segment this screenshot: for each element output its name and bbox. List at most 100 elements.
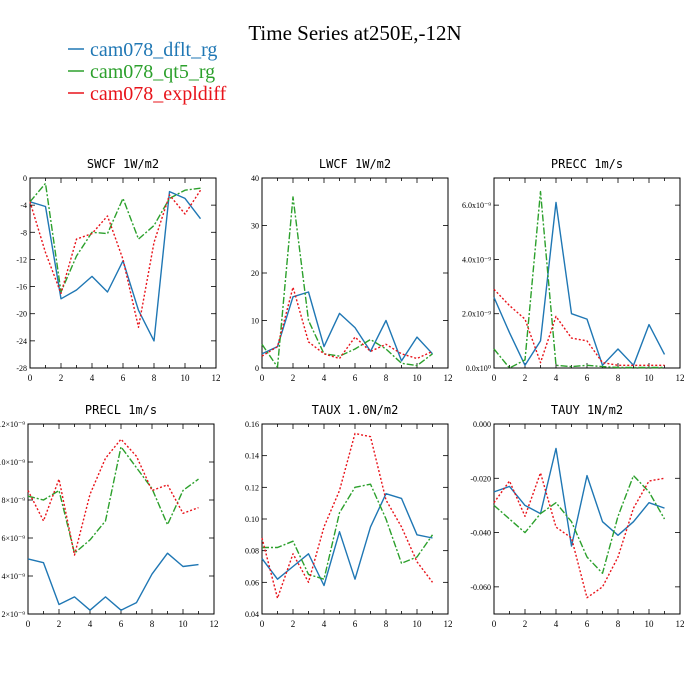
chart-panel: TAUY 1N/m2 0 2 4 6 8 10 12 0.000 -0.020 -0.040 -0.0… [470,403,684,629]
y-tick-label: 0.12 [245,483,259,492]
x-tick-label: 4 [554,619,559,629]
panel-title: TAUY 1N/m2 [551,403,623,417]
x-tick-label: 6 [121,373,126,383]
y-tick-label: 30 [251,222,259,231]
series-line [29,190,202,342]
series-line [493,201,666,366]
x-tick-label: 12 [444,373,453,383]
series-line [29,182,201,293]
y-tick-label: -8 [20,228,27,237]
x-tick-label: 2 [523,373,528,383]
y-tick-label: -20 [16,310,27,319]
y-tick-label: -28 [16,364,27,373]
series-line [262,483,434,580]
x-tick-label: 10 [413,619,423,629]
y-tick-label: 0 [23,174,27,183]
series-line [261,196,433,368]
series-line [493,474,666,574]
x-tick-label: 4 [322,619,327,629]
y-tick-label: 8×10⁻⁹ [1,496,25,505]
x-tick-label: 4 [90,373,95,383]
y-tick-label: 6.0x10⁻⁹ [462,201,491,210]
x-tick-label: 0 [492,619,497,629]
series-line [261,291,434,362]
x-tick-label: 0 [26,619,31,629]
legend: cam078_dflt_rgcam078_qt5_rgcam078_expldi… [68,39,227,105]
y-tick-label: 0.0x10⁰ [466,364,491,373]
x-tick-label: 4 [322,373,327,383]
x-tick-label: 4 [554,373,559,383]
panel-title: SWCF 1W/m2 [87,157,159,171]
x-tick-label: 8 [616,619,621,629]
y-tick-label: 4×10⁻⁹ [1,572,25,581]
x-tick-label: 2 [291,619,296,629]
x-tick-label: 12 [212,373,221,383]
series-line [27,552,199,611]
x-tick-label: 6 [585,619,590,629]
legend-label: cam078_expldiff [90,83,227,105]
x-tick-label: 0 [28,373,33,383]
y-tick-label: 0.16 [245,420,259,429]
y-tick-label: 0.000 [473,420,491,429]
plot-frame [27,423,215,615]
chart-panel: SWCF 1W/m2 0 2 4 6 8 10 12 0 -4 -8 -12 -16 -20 -24 -28 [16,157,220,383]
figure-title: Time Series at250E,-12N [248,21,461,45]
series-line [27,438,199,556]
y-tick-label: -16 [16,283,27,292]
x-tick-label: 10 [645,373,655,383]
x-tick-label: 10 [181,373,191,383]
y-tick-label: 2×10⁻⁹ [1,610,25,619]
y-tick-label: -12 [16,255,27,264]
chart-panel: TAUX 1.0N/m2 0 2 4 6 8 10 12 0.04 0.06 0.08 0.10 0.1… [245,403,453,629]
panel-title: PRECL 1m/s [85,403,157,417]
y-tick-label: 6×10⁻⁹ [1,534,25,543]
series-line [261,493,433,587]
plot-frame [493,177,681,369]
y-tick-label: 10×10⁻⁹ [0,458,25,467]
chart-panels: SWCF 1W/m2 0 2 4 6 8 10 12 0 -4 -8 -12 -16 -20 -24 -28 L… [0,157,685,629]
x-tick-label: 6 [585,373,590,383]
legend-entry: cam078_expldiff [68,83,227,105]
x-tick-label: 12 [444,619,453,629]
x-tick-label: 12 [676,619,685,629]
x-tick-label: 6 [353,373,358,383]
y-tick-label: 4.0x10⁻⁹ [462,255,491,264]
y-tick-label: 20 [251,269,259,278]
series-line [261,286,433,360]
x-tick-label: 12 [210,619,219,629]
y-tick-label: -0.060 [470,583,491,592]
x-tick-label: 2 [523,619,528,629]
y-tick-label: -0.020 [470,474,491,483]
panel-title: TAUX 1.0N/m2 [312,403,399,417]
x-tick-label: 8 [152,373,157,383]
series-line [29,189,202,328]
x-tick-label: 6 [119,619,124,629]
chart-panel: PRECL 1m/s 0 2 4 6 8 10 12 2×10⁻⁹ 4×10⁻⁹ 6×10⁻⁹ 8×1… [0,403,219,629]
series-line [27,446,199,554]
chart-panel: LWCF 1W/m2 0 2 4 6 8 10 12 0 10 20 30 40 [251,157,453,383]
panel-title: LWCF 1W/m2 [319,157,391,171]
x-tick-label: 8 [150,619,155,629]
y-tick-label: -0.040 [470,529,491,538]
x-tick-label: 12 [676,373,685,383]
x-tick-label: 4 [88,619,93,629]
y-tick-label: 0.08 [245,547,259,556]
chart-panel: PRECC 1m/s 0 2 4 6 8 10 12 0.0x10⁰ 2.0x10⁻⁹ 4.0x10… [462,157,685,383]
x-tick-label: 10 [179,619,189,629]
plot-frame [493,423,681,615]
x-tick-label: 0 [260,373,265,383]
x-tick-label: 10 [645,619,655,629]
x-tick-label: 2 [59,373,64,383]
panel-title: PRECC 1m/s [551,157,623,171]
legend-entry: cam078_dflt_rg [68,39,217,61]
series-line [493,288,665,366]
x-tick-label: 8 [384,619,389,629]
y-tick-label: 0 [255,364,259,373]
x-tick-label: 10 [413,373,423,383]
y-tick-label: 0.04 [245,610,259,619]
y-tick-label: -24 [16,337,27,346]
legend-label: cam078_dflt_rg [90,39,217,61]
x-tick-label: 0 [260,619,265,629]
legend-label: cam078_qt5_rg [90,61,215,83]
